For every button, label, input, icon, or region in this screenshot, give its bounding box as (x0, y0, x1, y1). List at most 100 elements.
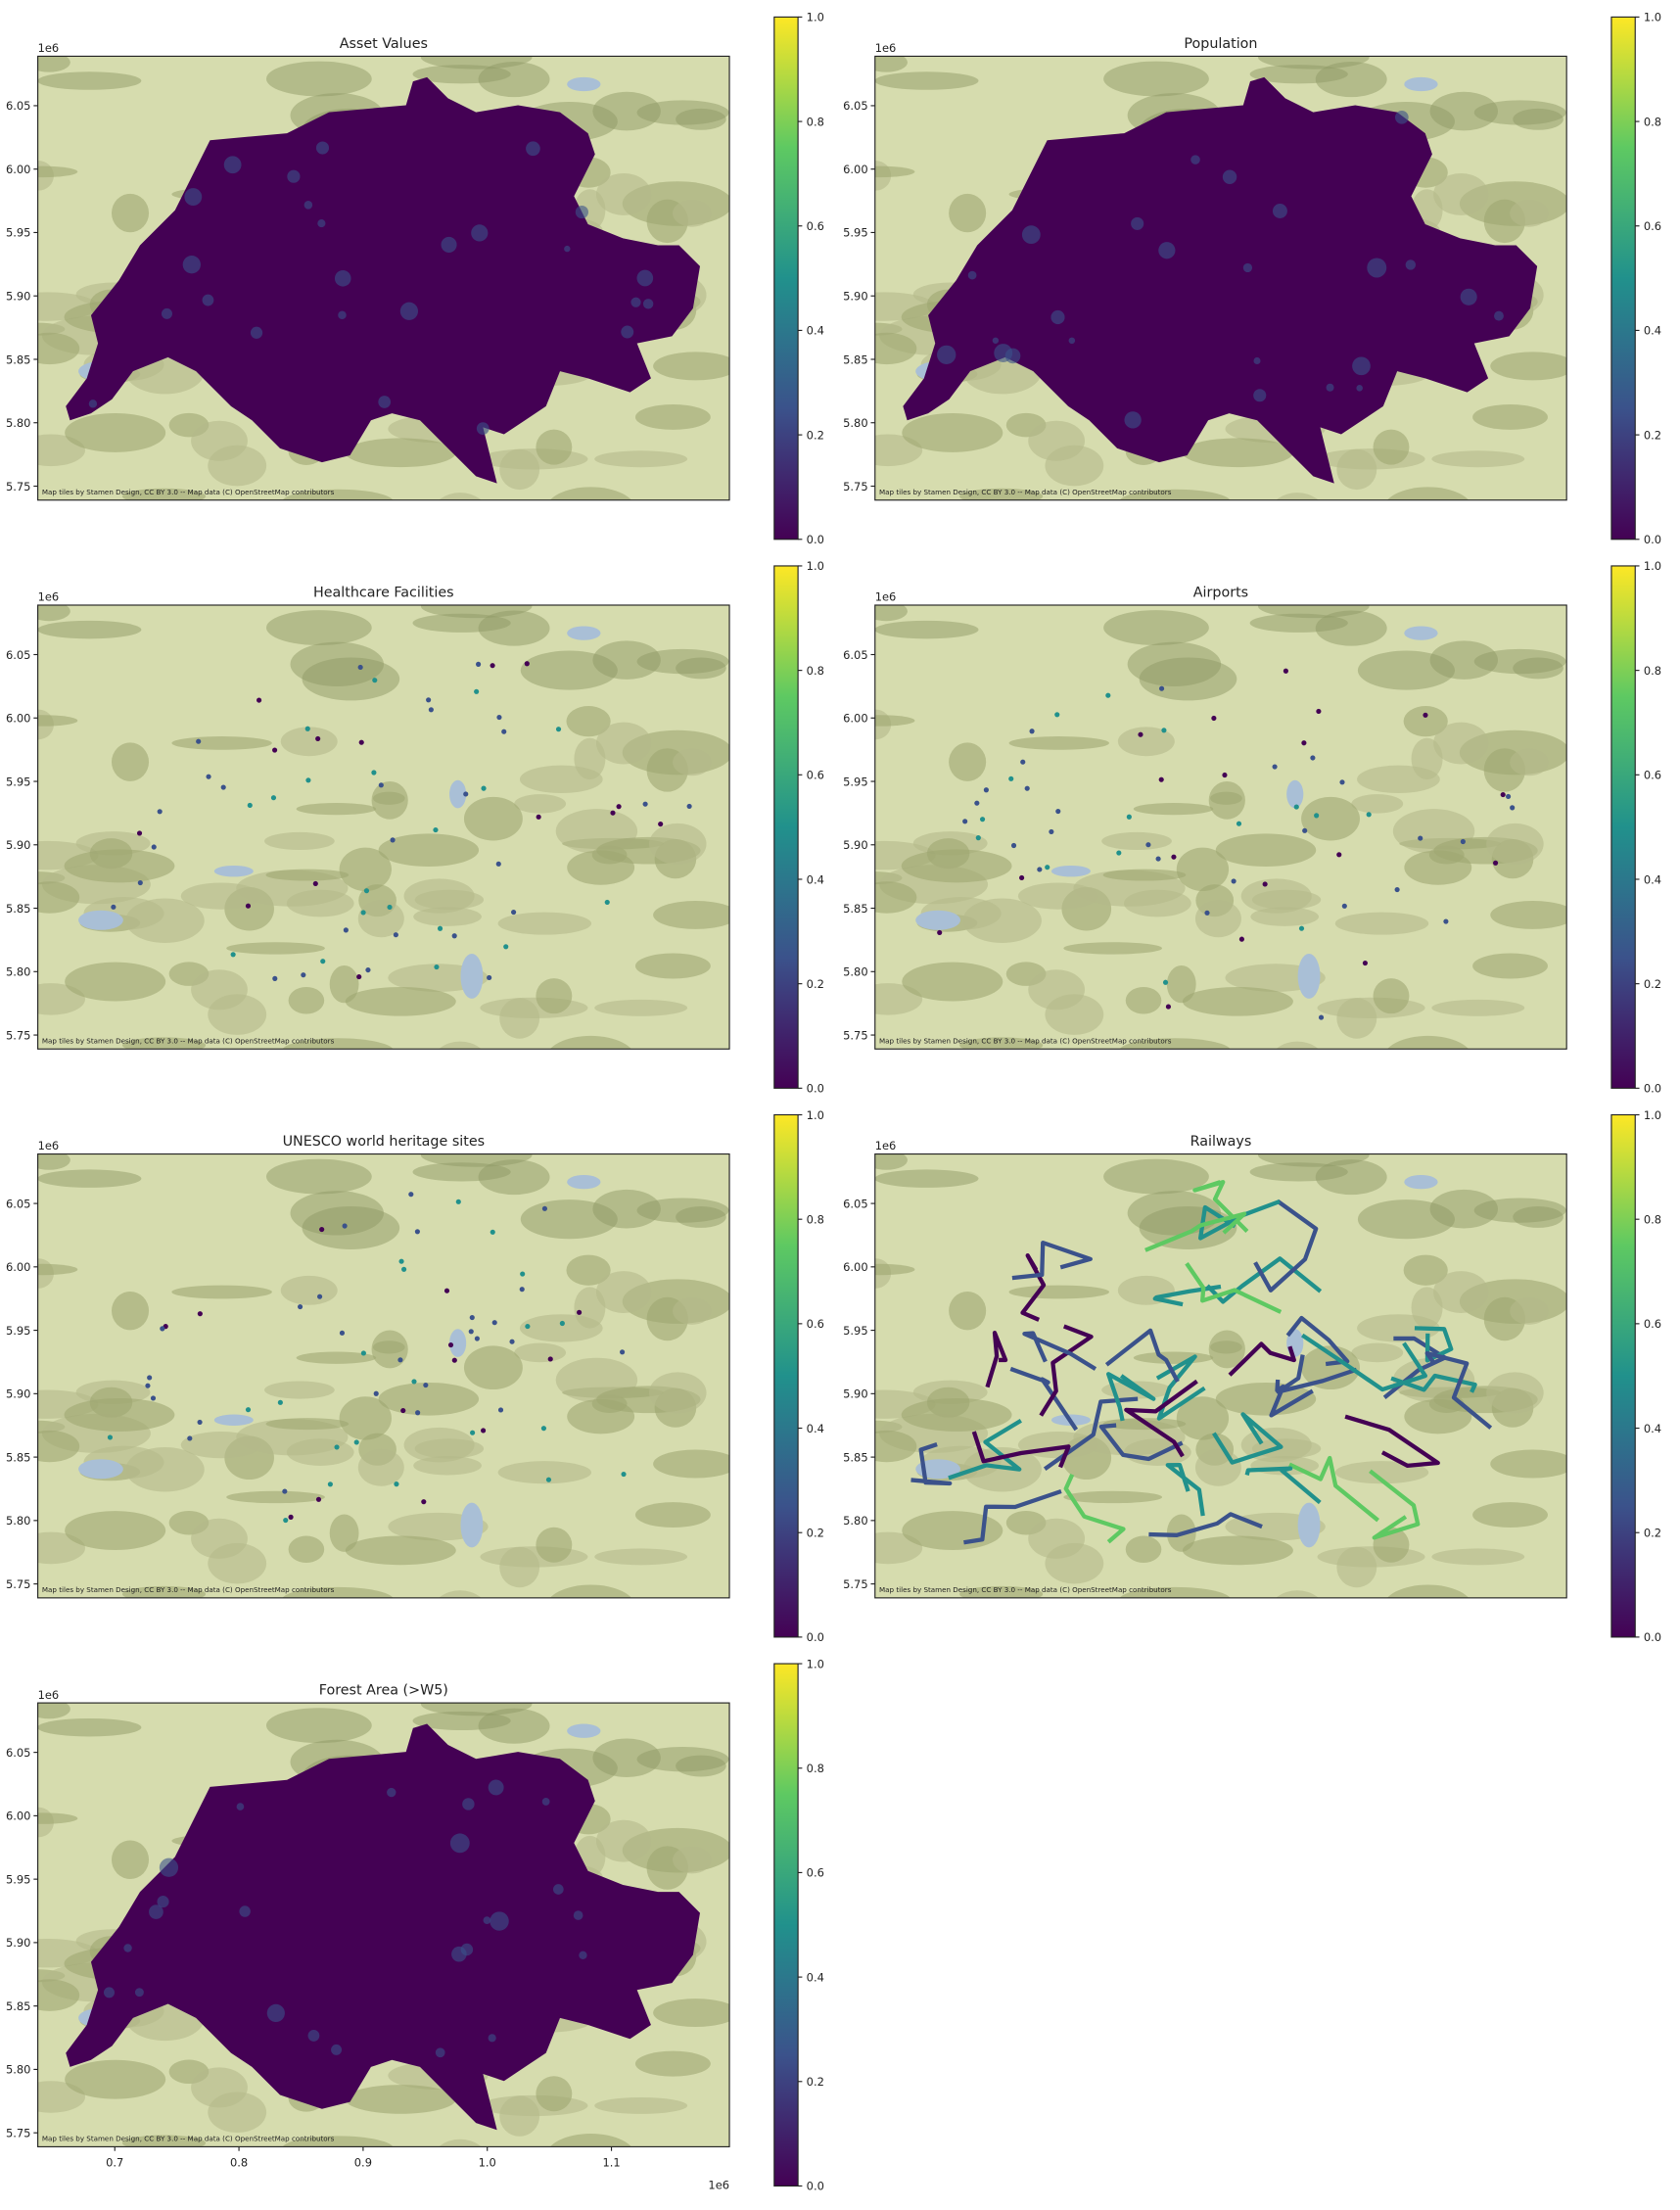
site-point (247, 802, 253, 809)
region-highlight (435, 2047, 445, 2058)
y-tick-label: 6.00 (843, 1260, 867, 1274)
terrain (902, 413, 1003, 452)
y-tick-label: 5.80 (843, 1514, 867, 1528)
region-highlight (223, 156, 242, 174)
site-point (426, 697, 432, 703)
site-point (288, 1514, 294, 1520)
site-point (304, 726, 310, 731)
site-point (1310, 755, 1316, 761)
terrain (874, 715, 915, 727)
subplot: Map tiles by Stamen Design, CC BY 3.0 --… (843, 11, 1661, 546)
site-point (401, 1266, 407, 1272)
terrain (439, 2139, 482, 2147)
site-point (197, 1419, 203, 1425)
colorbar-tick-label: 0.4 (807, 1422, 824, 1435)
site-point (319, 1227, 325, 1233)
colorbar-tick-label: 1.0 (807, 11, 824, 24)
site-point (487, 974, 492, 981)
site-point (545, 1477, 552, 1482)
site-point (150, 1395, 157, 1401)
terrain (499, 998, 540, 1039)
terrain (902, 1511, 1003, 1551)
lake (567, 1723, 601, 1738)
site-point (1336, 852, 1342, 858)
site-point (983, 787, 989, 793)
terrain (1182, 986, 1293, 1016)
terrain (634, 953, 711, 979)
region-highlight (182, 256, 201, 274)
terrain (874, 56, 908, 72)
railway-line (1192, 1180, 1249, 1233)
terrain (1510, 1297, 1549, 1325)
site-point (1126, 814, 1132, 820)
attribution: Map tiles by Stamen Design, CC BY 3.0 --… (879, 488, 1172, 496)
region-highlight (488, 2034, 496, 2043)
map: Map tiles by Stamen Design, CC BY 3.0 --… (37, 604, 730, 1050)
site-point (220, 784, 226, 790)
subplot: Map tiles by Stamen Design, CC BY 3.0 --… (843, 559, 1661, 1095)
terrain (636, 100, 729, 125)
terrain (636, 648, 729, 675)
site-point (604, 899, 610, 905)
region-highlight (1124, 411, 1142, 429)
railway-line (985, 1330, 1008, 1388)
terrain (37, 1430, 80, 1463)
terrain (636, 1747, 729, 1772)
axes-frame (874, 604, 1567, 1050)
site-point (1362, 960, 1368, 966)
terrain (1101, 831, 1172, 851)
colorbar-tick-label: 0.8 (807, 1212, 824, 1226)
colorbar-tick-label: 0.6 (807, 219, 824, 233)
railway-line (1155, 1354, 1206, 1421)
region-highlight (1050, 309, 1065, 325)
site-point (476, 661, 482, 667)
region-highlight (378, 396, 392, 408)
terrain (874, 620, 979, 639)
terrain (1028, 420, 1086, 461)
y-tick-label: 5.95 (843, 226, 867, 240)
site-point (524, 661, 530, 667)
region-highlight (552, 1884, 564, 1895)
y-tick-label: 6.05 (843, 1197, 867, 1210)
terrain (959, 488, 1044, 500)
site-point (1211, 715, 1217, 722)
y-tick-label: 6.00 (6, 712, 30, 726)
y-tick-label: 5.95 (843, 1324, 867, 1338)
site-point (509, 1339, 515, 1344)
site-point (298, 1303, 303, 1310)
site-point (1341, 903, 1347, 909)
region-highlight (1367, 258, 1387, 278)
region-highlight (1356, 385, 1363, 392)
terrain (571, 509, 675, 529)
region-highlight (161, 307, 172, 319)
terrain (111, 1291, 150, 1331)
terrain (1403, 1254, 1448, 1286)
site-point (145, 1383, 151, 1388)
site-point (1162, 979, 1169, 985)
terrain (37, 604, 70, 622)
terrain (1357, 1199, 1456, 1240)
site-point (1231, 878, 1237, 884)
railway-line (1301, 1333, 1427, 1392)
terrain (1182, 438, 1293, 468)
site-point (327, 1481, 333, 1487)
y-tick-label: 5.95 (843, 775, 867, 788)
lake (567, 76, 601, 92)
terrain (549, 1035, 631, 1050)
region-highlight (449, 1833, 470, 1854)
terrain (463, 796, 523, 841)
site-point (1054, 712, 1060, 718)
site-point (315, 735, 321, 741)
site-point (372, 678, 378, 683)
region-highlight (1272, 204, 1287, 218)
terrain (874, 881, 917, 914)
region-highlight (387, 1787, 397, 1798)
attribution: Map tiles by Stamen Design, CC BY 3.0 --… (42, 2135, 335, 2143)
site-point (511, 910, 517, 916)
terrain (497, 1461, 592, 1484)
site-point (423, 1382, 429, 1388)
region-highlight (334, 269, 351, 287)
terrain (499, 448, 540, 491)
site-point (282, 1488, 288, 1494)
